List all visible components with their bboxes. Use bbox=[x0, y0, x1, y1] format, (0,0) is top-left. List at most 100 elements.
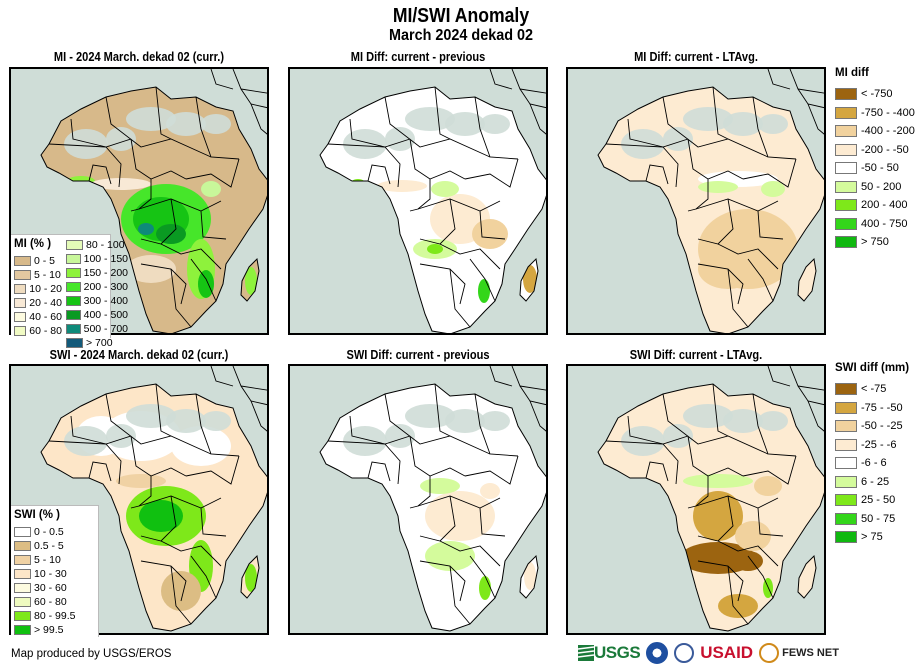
africa-map bbox=[319, 366, 546, 632]
country-border bbox=[190, 555, 217, 599]
coastline bbox=[40, 86, 267, 333]
legend-label: 50 - 75 bbox=[861, 512, 896, 525]
legend-swatch bbox=[835, 531, 857, 544]
country-border bbox=[190, 258, 217, 302]
no-data-region bbox=[64, 426, 108, 456]
legend-mi-percent-item: 200 - 300 bbox=[66, 280, 128, 294]
data-region bbox=[138, 223, 154, 235]
legend-label: > 99.5 bbox=[34, 624, 64, 636]
legend-swatch bbox=[835, 457, 857, 470]
country-border bbox=[240, 88, 267, 94]
legend-swatch bbox=[14, 298, 27, 308]
legend-swatch bbox=[835, 438, 857, 451]
country-border bbox=[717, 243, 779, 270]
country-border bbox=[70, 415, 122, 485]
legend-label: -50 - 50 bbox=[861, 162, 899, 175]
main-subtitle: March 2024 dekad 02 bbox=[388, 27, 534, 44]
country-border bbox=[70, 118, 122, 188]
country-border bbox=[687, 476, 709, 509]
legend-label: 40 - 60 bbox=[29, 311, 62, 323]
legend-swatch bbox=[14, 256, 31, 266]
data-region bbox=[431, 181, 459, 197]
country-border bbox=[417, 198, 501, 212]
map-panel-mi-diff-ltavg[interactable] bbox=[566, 67, 826, 335]
usaid-logo[interactable]: USAID bbox=[700, 643, 754, 662]
no-data-region bbox=[385, 424, 415, 448]
country-border bbox=[747, 258, 774, 302]
legend-mi-diff-item: 200 - 400 bbox=[835, 196, 915, 215]
legend-swatch bbox=[835, 494, 857, 507]
map-panel-swi-diff-prev[interactable] bbox=[288, 364, 548, 635]
legend-mi-diff-item: -400 - -200 bbox=[835, 122, 915, 141]
legend-label: -75 - -50 bbox=[861, 401, 903, 414]
map-panel-mi-diff-prev[interactable] bbox=[288, 67, 548, 335]
africa-map bbox=[597, 366, 824, 632]
legend-label: -400 - -200 bbox=[861, 125, 915, 138]
no-data-region bbox=[621, 426, 665, 456]
data-region bbox=[116, 474, 166, 488]
country-border bbox=[232, 366, 267, 406]
data-layer bbox=[64, 404, 257, 611]
data-region bbox=[171, 426, 231, 466]
country-border bbox=[662, 393, 769, 455]
panel-title-swi-diff-ltavg: SWI Diff: current - LTAvg. bbox=[629, 347, 763, 362]
coastline bbox=[597, 86, 824, 333]
no-data-region bbox=[166, 112, 206, 136]
country-border bbox=[519, 385, 546, 391]
data-region bbox=[198, 270, 214, 298]
legend-label: 20 - 40 bbox=[29, 297, 62, 309]
map-panel-mi-current[interactable] bbox=[9, 67, 269, 335]
data-region bbox=[245, 564, 257, 592]
legend-swatch bbox=[66, 324, 81, 334]
credit-text: Map produced by USGS/EROS bbox=[11, 648, 172, 660]
legend-label: 60 - 80 bbox=[29, 325, 62, 337]
usaid-seal-icon bbox=[674, 643, 695, 663]
country-border bbox=[138, 198, 222, 212]
legend-mi-diff-title: MI diff bbox=[835, 67, 869, 79]
legend-swatch bbox=[835, 420, 857, 433]
legend-swatch bbox=[14, 284, 27, 294]
country-border bbox=[717, 540, 779, 567]
legend-swatch bbox=[14, 625, 31, 635]
legend-swatch bbox=[835, 383, 857, 396]
country-border bbox=[767, 366, 791, 387]
africa-map bbox=[597, 69, 824, 333]
legend-swatch bbox=[14, 611, 31, 621]
country-border bbox=[449, 565, 471, 625]
legend-swatch bbox=[14, 569, 31, 579]
legend-swatch bbox=[14, 541, 31, 551]
legend-label: 150 - 200 bbox=[83, 267, 128, 279]
country-border bbox=[155, 86, 172, 140]
country-border bbox=[409, 179, 431, 212]
usgs-logo[interactable]: USGS bbox=[578, 643, 641, 663]
country-border bbox=[434, 86, 451, 140]
data-region bbox=[427, 244, 443, 254]
country-border bbox=[695, 495, 779, 509]
country-border bbox=[529, 103, 546, 135]
data-region bbox=[698, 181, 738, 193]
fews-net-logo[interactable]: FEWS NET bbox=[759, 643, 839, 663]
legend-swatch bbox=[14, 527, 31, 537]
legend-label: -6 - 6 bbox=[861, 457, 887, 470]
no-data-region bbox=[64, 129, 108, 159]
country-border bbox=[105, 393, 212, 455]
legend-label: 500 - 700 bbox=[83, 323, 128, 335]
legend-swatch bbox=[14, 312, 27, 322]
legend-mi-diff-item: < -750 bbox=[835, 85, 915, 104]
noaa-logo-icon[interactable] bbox=[646, 642, 669, 664]
country-border bbox=[185, 158, 240, 188]
legend-label: 300 - 400 bbox=[83, 295, 128, 307]
legend-swatch bbox=[835, 88, 857, 101]
no-data-region bbox=[343, 426, 387, 456]
data-region bbox=[245, 267, 257, 295]
country-border bbox=[417, 495, 501, 509]
legend-swi-diff-item: 25 - 50 bbox=[835, 491, 909, 510]
country-border bbox=[747, 555, 774, 599]
map-panel-swi-diff-ltavg[interactable] bbox=[566, 364, 826, 635]
country-border bbox=[727, 565, 749, 625]
data-region bbox=[478, 279, 490, 303]
legend-swi-percent-item: 5 - 10 bbox=[14, 553, 98, 567]
legend-swatch bbox=[66, 240, 83, 250]
no-data-region bbox=[445, 409, 485, 433]
legend-swatch bbox=[835, 180, 857, 193]
